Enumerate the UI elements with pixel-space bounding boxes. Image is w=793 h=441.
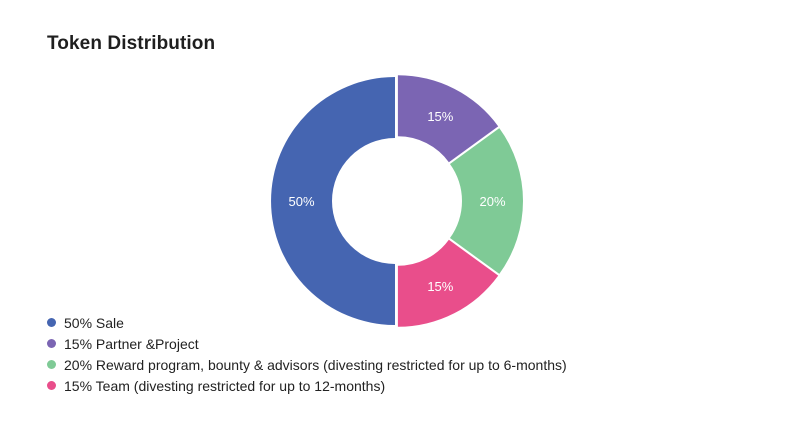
slice-label: 15% (427, 109, 453, 124)
chart-title: Token Distribution (47, 33, 216, 54)
slice-label: 20% (479, 194, 505, 209)
legend-label: 20% Reward program, bounty & advisors (d… (64, 356, 567, 373)
donut-slice (397, 75, 499, 163)
legend-item: 20% Reward program, bounty & advisors (d… (47, 354, 567, 375)
legend-label: 50% Sale (64, 314, 124, 331)
slice-label: 15% (427, 279, 453, 294)
legend-item: 50% Sale (47, 312, 567, 333)
legend-item: 15% Team (divesting restricted for up to… (47, 375, 567, 396)
chart-legend: 50% Sale 15% Partner &Project 20% Reward p… (47, 312, 567, 396)
legend-dot-icon (47, 318, 56, 327)
legend-item: 15% Partner &Project (47, 333, 567, 354)
donut-slice (397, 239, 499, 327)
donut-slice (449, 128, 523, 274)
legend-dot-icon (47, 381, 56, 390)
legend-dot-icon (47, 360, 56, 369)
legend-label: 15% Partner &Project (64, 335, 199, 352)
legend-dot-icon (47, 339, 56, 348)
donut-slice (271, 77, 395, 325)
legend-label: 15% Team (divesting restricted for up to… (64, 377, 386, 394)
slice-label: 50% (288, 194, 314, 209)
